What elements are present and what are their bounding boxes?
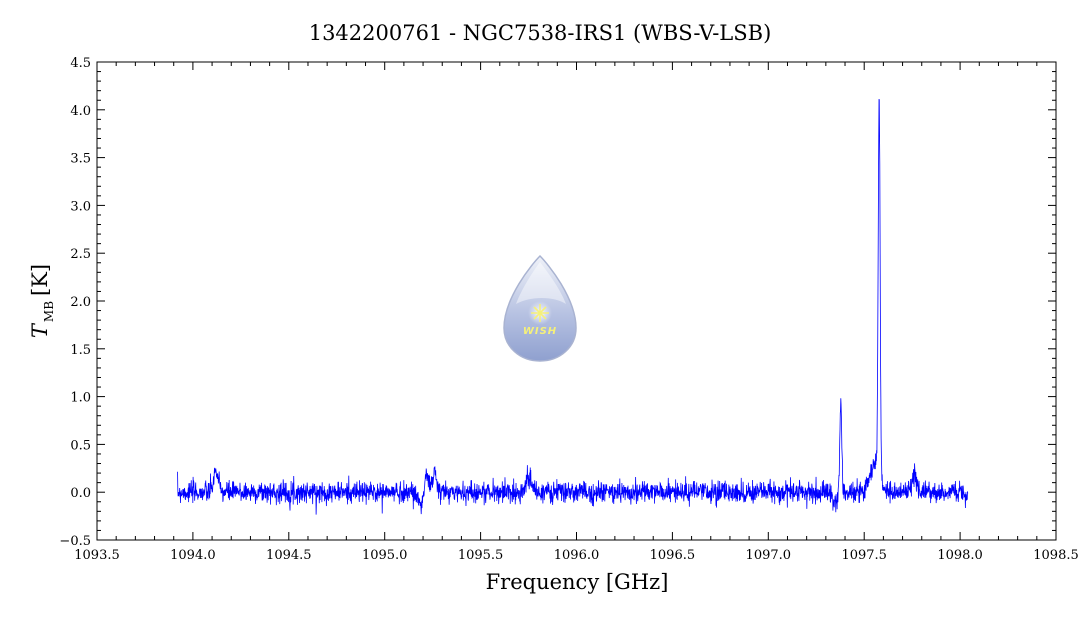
wish-logo: WISH (503, 254, 577, 362)
x-tick-label: 1096.5 (650, 548, 696, 563)
y-tick-label: 3.5 (70, 152, 91, 167)
y-tick-label: 0.5 (70, 438, 91, 453)
y-tick-label: 4.0 (70, 104, 91, 119)
y-tick-label: 1.5 (70, 343, 91, 358)
y-tick-label: 2.5 (70, 247, 91, 262)
y-tick-label: 1.0 (70, 391, 91, 406)
y-axis-title-subscript: MB (42, 301, 56, 322)
x-tick-label: 1096.0 (554, 548, 600, 563)
star-icon (531, 304, 549, 322)
plot-frame (96, 61, 1057, 541)
x-tick-label: 1094.5 (266, 548, 312, 563)
x-tick-label: 1094.0 (170, 548, 216, 563)
y-axis: −0.5 0.0 0.5 1.0 1.5 2.0 2.5 3.0 3.5 4.0 4.5 (59, 56, 1056, 549)
x-axis: 1093.5 1094.0 1094.5 1095.0 1095.5 1096.0 1096… (74, 62, 1079, 563)
x-tick-label: 1098.5 (1033, 548, 1079, 563)
x-tick-label: 1097.5 (841, 548, 887, 563)
y-axis-title-unit: [K] (28, 264, 52, 296)
x-tick-label: 1095.0 (362, 548, 408, 563)
x-tick-label: 1097.0 (746, 548, 792, 563)
y-tick-label: 3.0 (70, 199, 91, 214)
y-tick-label: 0.0 (70, 486, 91, 501)
y-tick-label: 4.5 (70, 56, 91, 71)
svg-text:TMB[K]: TMB [K] (28, 264, 56, 338)
x-axis-title: Frequency [GHz] (486, 570, 669, 594)
spectrum-series-line (177, 98, 969, 515)
x-tick-label: 1095.5 (458, 548, 504, 563)
x-tick-label: 1098.0 (937, 548, 983, 563)
logo-text: WISH (523, 326, 557, 337)
y-tick-label: −0.5 (59, 534, 91, 549)
x-tick-label: 1093.5 (74, 548, 120, 563)
y-tick-label: 2.0 (70, 295, 91, 310)
chart-title: 1342200761 - NGC7538-IRS1 (WBS-V-LSB) (309, 21, 772, 45)
y-axis-title: TMB [K] (28, 264, 56, 338)
y-axis-title-symbol: T (28, 322, 52, 338)
